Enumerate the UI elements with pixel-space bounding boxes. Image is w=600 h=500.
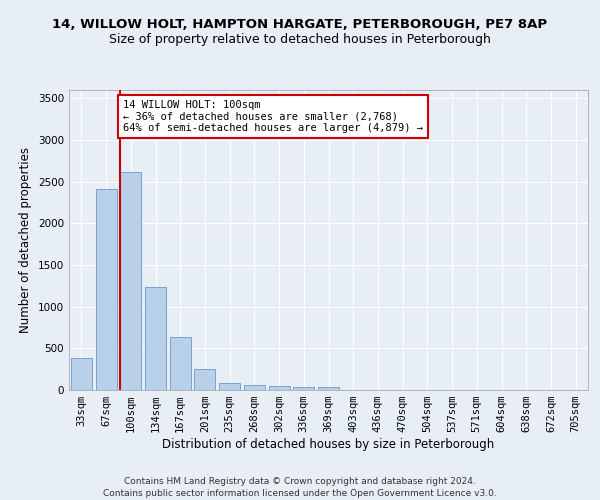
Bar (194, 369, 215, 390)
Bar (71, 358, 92, 390)
Text: 14 WILLOW HOLT: 100sqm
← 36% of detached houses are smaller (2,768)
64% of semi-: 14 WILLOW HOLT: 100sqm ← 36% of detached… (123, 100, 423, 133)
Bar (318, 387, 339, 390)
Bar (95, 189, 116, 390)
Text: 14, WILLOW HOLT, HAMPTON HARGATE, PETERBOROUGH, PE7 8AP: 14, WILLOW HOLT, HAMPTON HARGATE, PETERB… (52, 18, 548, 30)
Text: Contains HM Land Registry data © Crown copyright and database right 2024.
Contai: Contains HM Land Registry data © Crown c… (103, 476, 497, 498)
Bar (170, 336, 191, 390)
Bar (120, 172, 141, 390)
Bar (269, 386, 290, 390)
Bar (219, 382, 240, 390)
Bar (293, 386, 314, 390)
Text: Size of property relative to detached houses in Peterborough: Size of property relative to detached ho… (109, 32, 491, 46)
X-axis label: Distribution of detached houses by size in Peterborough: Distribution of detached houses by size … (163, 438, 494, 451)
Y-axis label: Number of detached properties: Number of detached properties (19, 147, 32, 333)
Bar (145, 286, 166, 390)
Bar (244, 386, 265, 390)
